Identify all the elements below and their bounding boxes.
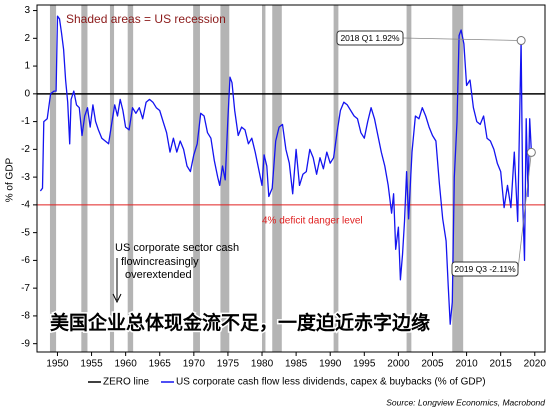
source: Source: Longview Economics, Macrobond <box>386 397 545 407</box>
callout-box <box>336 30 404 46</box>
y-tick-label: 2 <box>24 33 30 44</box>
note-line: flowincreasingly <box>121 256 199 268</box>
y-tick-label: -7 <box>21 283 30 294</box>
callout-label: 2019 Q3 -2.11% <box>454 264 516 274</box>
y-tick-label: -6 <box>21 255 30 266</box>
x-tick-label: 1995 <box>353 359 376 370</box>
legend-label: ZERO line <box>103 377 150 388</box>
y-tick-label: 3 <box>24 5 30 16</box>
callout-leader <box>402 37 522 41</box>
note-line: US corporate sector cash <box>115 242 239 254</box>
recession-band <box>333 5 339 352</box>
y-tick-label: 1 <box>24 61 30 72</box>
recession-band <box>49 5 57 352</box>
x-tick-label: 1985 <box>285 359 308 370</box>
y-tick-label: -5 <box>21 227 30 238</box>
y-axis-title: % of GDP <box>5 157 16 202</box>
y-tick-label: -9 <box>21 338 30 349</box>
callout-box <box>451 261 519 277</box>
note-line: overextended <box>125 269 192 281</box>
callout-marker <box>526 147 536 157</box>
recession-band <box>272 5 282 352</box>
recession-band <box>406 5 412 352</box>
y-tick-label: 0 <box>24 88 30 99</box>
recession-band <box>262 5 266 352</box>
x-tick-label: 1950 <box>46 359 69 370</box>
plot-frame <box>36 4 546 353</box>
x-tick-label: 2000 <box>387 359 410 370</box>
x-tick-label: 1970 <box>183 359 206 370</box>
x-tick-label: 1980 <box>251 359 274 370</box>
x-tick-label: 1965 <box>149 359 172 370</box>
data-line <box>39 15 533 325</box>
y-tick-label: -8 <box>21 311 30 322</box>
recession-band <box>109 5 115 352</box>
x-tick-label: 2015 <box>490 359 513 370</box>
headline: 美国企业总体现金流不足，一度迫近赤字边缘 <box>50 311 430 334</box>
callout-label: 2018 Q1 1.92% <box>340 33 400 43</box>
arrow-head <box>112 293 122 304</box>
recession-band <box>127 5 134 352</box>
x-tick-label: 2020 <box>524 359 547 370</box>
plot-area: 4% deficit danger level 3 2 1 0 -1 -2 -3 -4 -5 -6 -… <box>21 4 547 370</box>
y-tick-label: -1 <box>21 116 30 127</box>
callout-marker <box>516 36 526 46</box>
x-tick-label: 1975 <box>217 359 240 370</box>
recession-band <box>452 5 464 352</box>
legend-label: US corporate cash flow less dividends, c… <box>176 377 486 388</box>
y-tick-label: -3 <box>21 172 30 183</box>
x-tick-label: 2005 <box>421 359 444 370</box>
y-tick-label: -2 <box>21 144 30 155</box>
callout-leader <box>517 152 532 270</box>
x-tick-label: 1960 <box>115 359 138 370</box>
recession-band <box>193 5 200 352</box>
x-tick-label: 1990 <box>319 359 342 370</box>
recession-band <box>81 5 88 352</box>
danger-label: 4% deficit danger level <box>262 216 363 227</box>
y-tick-label: -4 <box>21 200 30 211</box>
recession-note: Shaded areas = US recession <box>66 12 226 26</box>
x-tick-label: 1955 <box>80 359 103 370</box>
x-tick-label: 2010 <box>455 359 478 370</box>
